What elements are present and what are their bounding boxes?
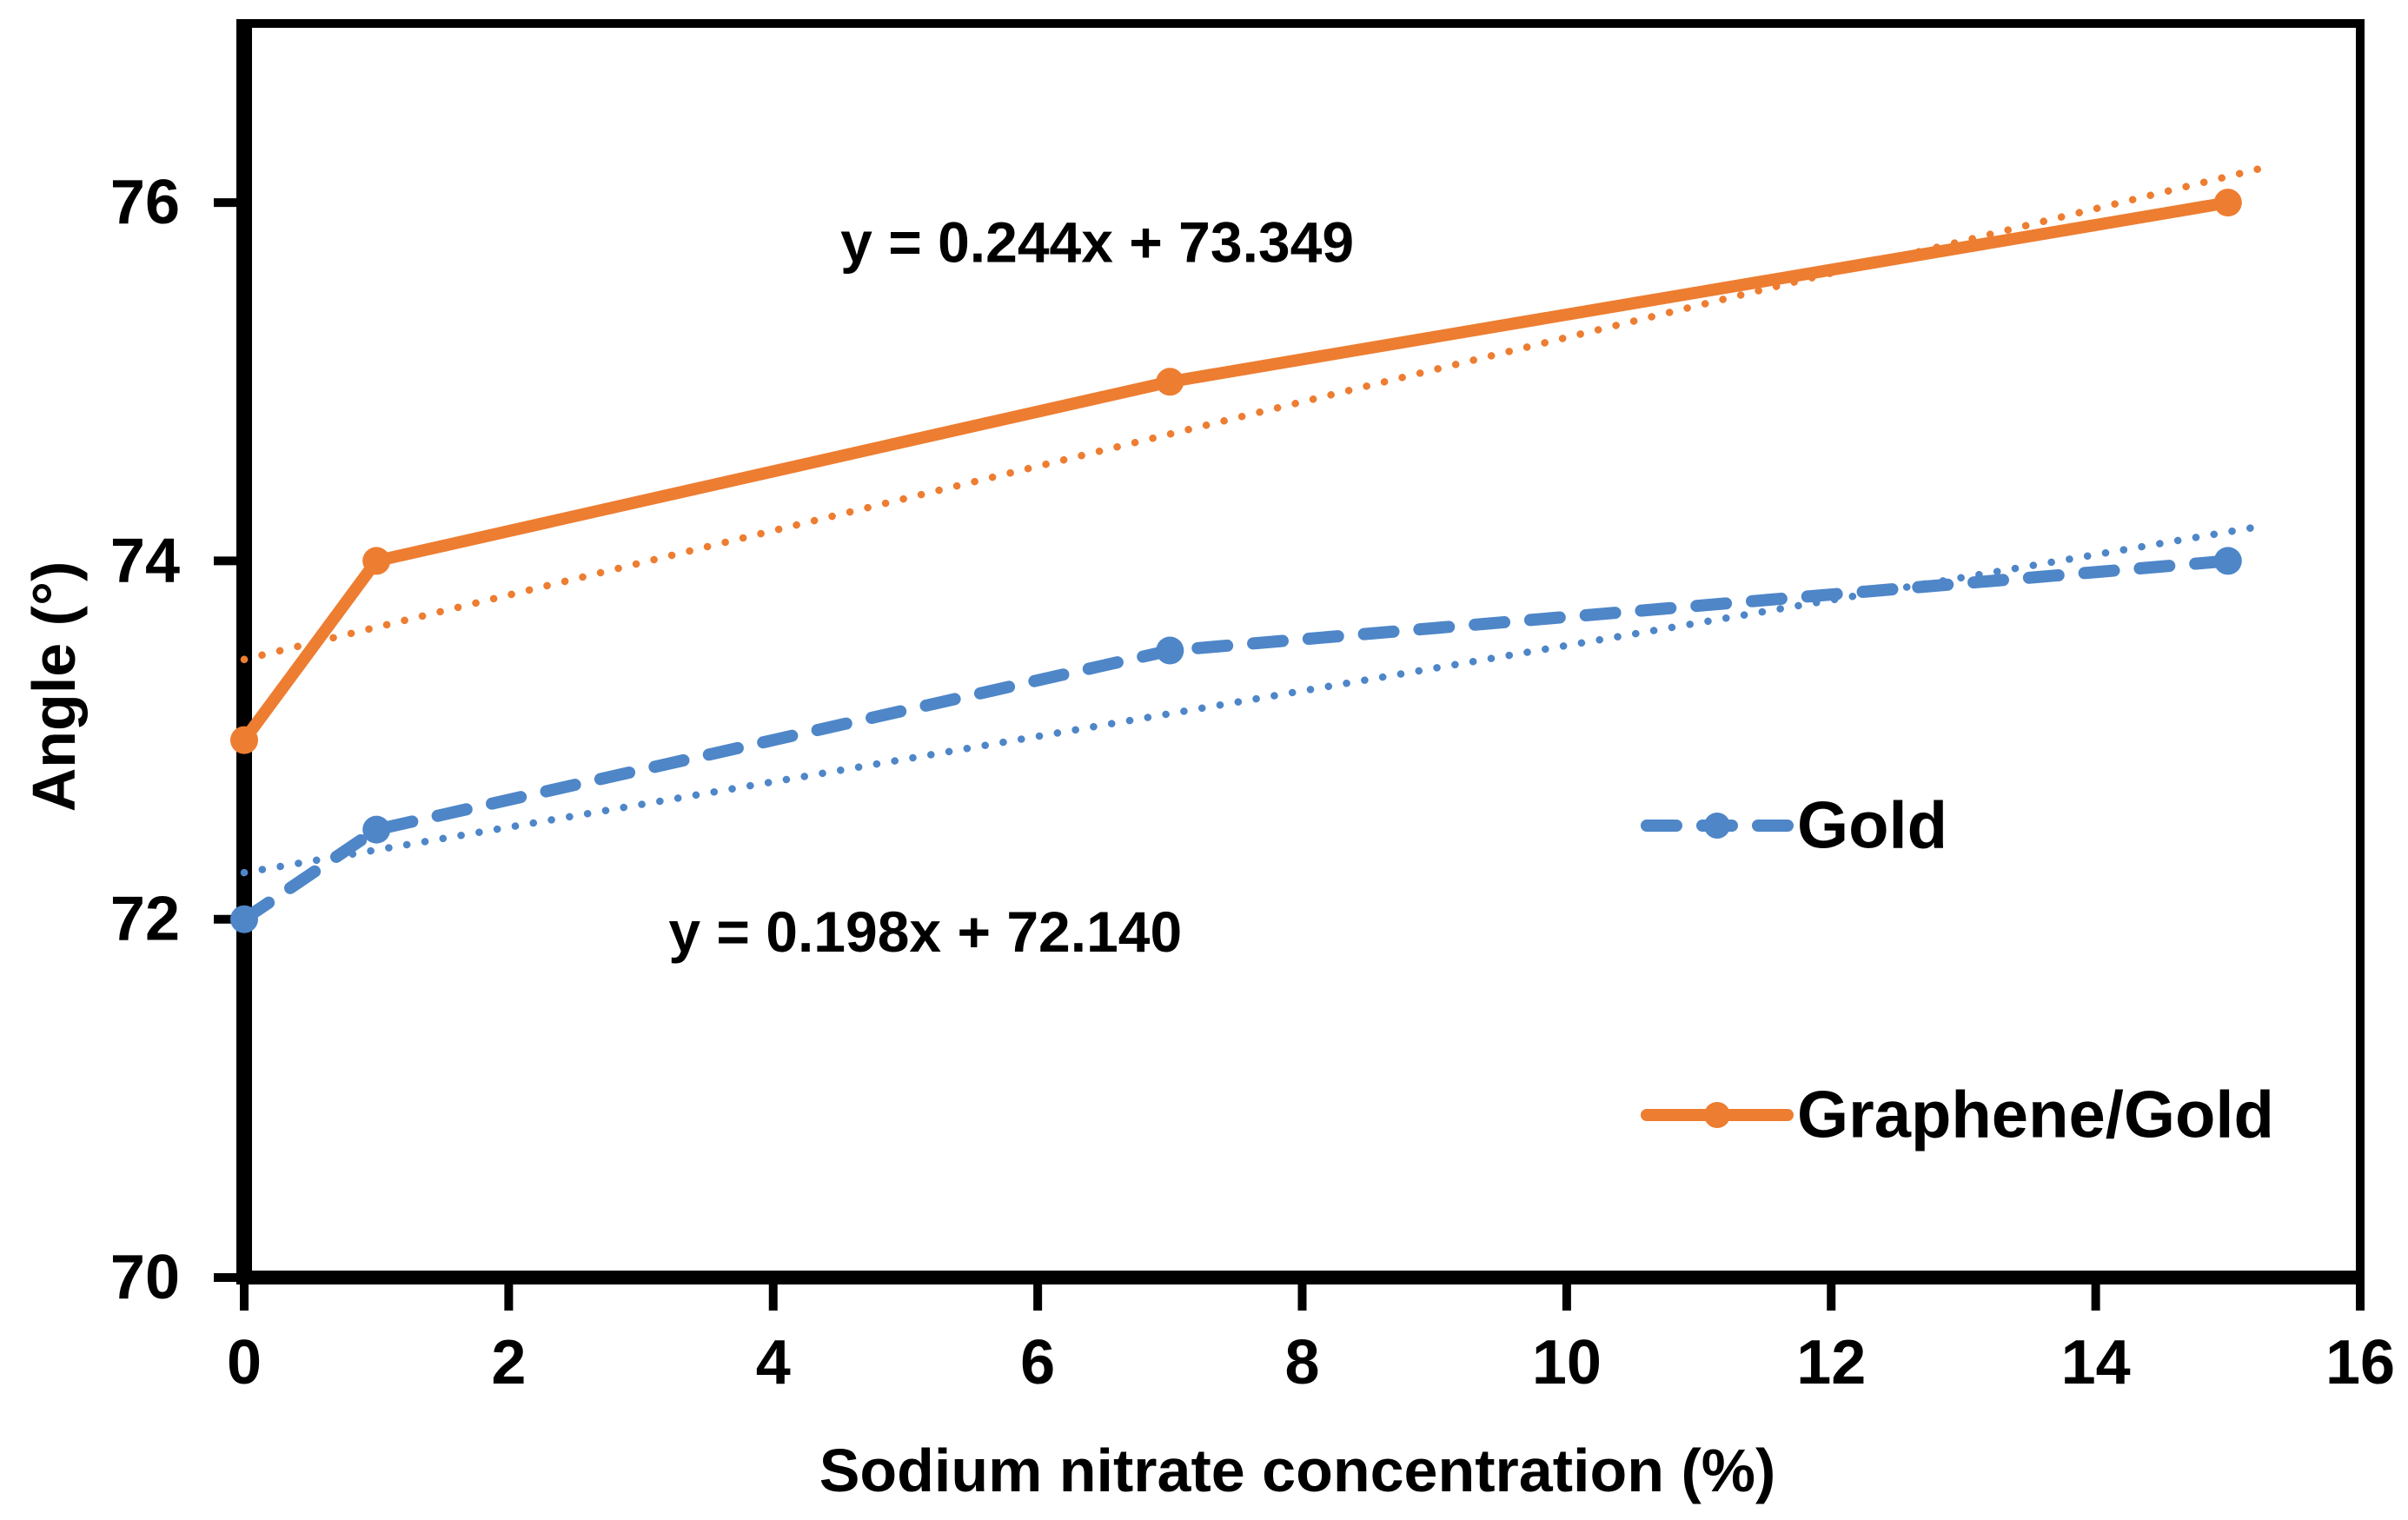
series-marker-graphene-gold bbox=[362, 547, 391, 575]
trendline-gold bbox=[240, 521, 2272, 877]
y-axis-title: Angle (°) bbox=[20, 561, 88, 813]
legend-swatch-marker-gold bbox=[1704, 813, 1730, 839]
x-tick-label: 14 bbox=[2061, 1328, 2131, 1397]
x-axis-title: Sodium nitrate concentration (%) bbox=[819, 1437, 1776, 1504]
y-tick-label: 72 bbox=[110, 885, 180, 954]
x-tick-label: 8 bbox=[1284, 1328, 1319, 1397]
series-line-gold bbox=[238, 554, 2234, 926]
x-tick-label: 12 bbox=[1796, 1328, 1866, 1397]
legend-label-graphene-gold: Graphene/Gold bbox=[1797, 1079, 2274, 1152]
y-tick-label: 76 bbox=[110, 168, 180, 237]
series-marker-gold bbox=[230, 905, 258, 933]
equation-label-1: y = 0.198x + 72.140 bbox=[668, 899, 1182, 964]
x-tick-label: 2 bbox=[491, 1328, 526, 1397]
x-tick-label: 4 bbox=[756, 1328, 791, 1397]
x-tick-label: 10 bbox=[1532, 1328, 1602, 1397]
series-marker-graphene-gold bbox=[2213, 189, 2242, 217]
x-tick-label: 0 bbox=[227, 1328, 262, 1397]
series-line-graphene-gold bbox=[238, 196, 2234, 747]
trendline-graphene-gold bbox=[240, 163, 2272, 664]
x-tick-label: 16 bbox=[2325, 1328, 2395, 1397]
series-marker-gold bbox=[362, 815, 391, 844]
legend-label-gold: Gold bbox=[1797, 789, 1947, 863]
legend-swatch-marker-graphene-gold bbox=[1704, 1102, 1730, 1128]
series-marker-gold bbox=[1156, 636, 1184, 665]
series-marker-graphene-gold bbox=[230, 726, 258, 754]
x-tick-label: 6 bbox=[1020, 1328, 1055, 1397]
y-tick-label: 74 bbox=[110, 526, 180, 595]
series-marker-graphene-gold bbox=[1156, 368, 1184, 396]
series-marker-gold bbox=[2213, 547, 2242, 575]
y-tick-label: 70 bbox=[110, 1243, 180, 1312]
equation-label-0: y = 0.244x + 73.349 bbox=[840, 209, 1354, 274]
